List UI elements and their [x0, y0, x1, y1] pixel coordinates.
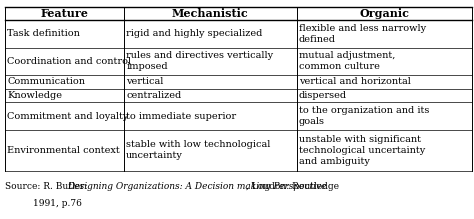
Text: to the organization and its
goals: to the organization and its goals — [299, 106, 429, 126]
Text: Feature: Feature — [40, 8, 88, 19]
Text: Mechanistic: Mechanistic — [172, 8, 248, 19]
Text: vertical and horizontal: vertical and horizontal — [299, 77, 411, 86]
Text: flexible and less narrowly
defined: flexible and less narrowly defined — [299, 24, 426, 44]
Text: mutual adjustment,
common culture: mutual adjustment, common culture — [299, 51, 395, 71]
Text: unstable with significant
technological uncertainty
and ambiguity: unstable with significant technological … — [299, 135, 425, 166]
Text: Source: R. Butler:: Source: R. Butler: — [5, 182, 90, 191]
Text: stable with low technological
uncertainty: stable with low technological uncertaint… — [126, 140, 271, 160]
Text: centralized: centralized — [126, 91, 182, 100]
Text: Knowledge: Knowledge — [7, 91, 62, 100]
Text: Designing Organizations: A Decision making Perspective: Designing Organizations: A Decision maki… — [67, 182, 327, 191]
Text: Task definition: Task definition — [7, 29, 80, 39]
Text: Organic: Organic — [359, 8, 409, 19]
Text: Communication: Communication — [7, 77, 85, 86]
Text: 1991, p.76: 1991, p.76 — [33, 199, 82, 208]
Text: rules and directives vertically
imposed: rules and directives vertically imposed — [126, 51, 273, 71]
Text: dispersed: dispersed — [299, 91, 347, 100]
Text: to immediate superior: to immediate superior — [126, 111, 237, 121]
Text: rigid and highly specialized: rigid and highly specialized — [126, 29, 263, 39]
Text: Commitment and loyalty: Commitment and loyalty — [7, 111, 128, 121]
Text: Environmental context: Environmental context — [7, 146, 120, 155]
Text: Coordination and control: Coordination and control — [7, 57, 131, 66]
Text: vertical: vertical — [126, 77, 164, 86]
Text: , London: Routledge: , London: Routledge — [246, 182, 338, 191]
